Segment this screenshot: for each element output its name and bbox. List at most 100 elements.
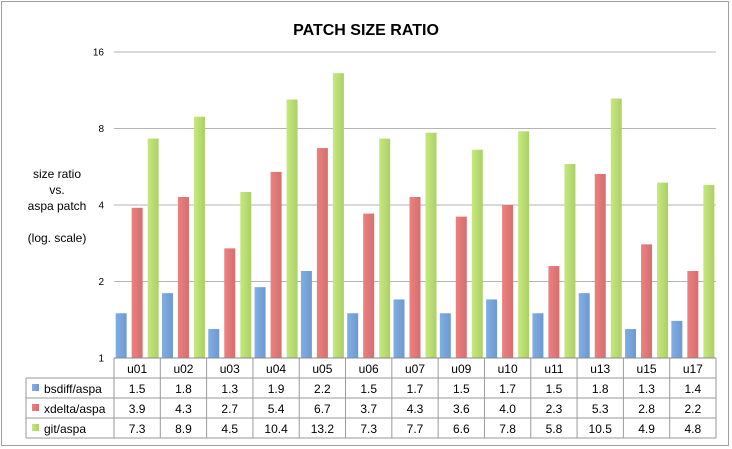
- x-tick-label: u13: [590, 362, 610, 376]
- data-label: 4.3: [175, 402, 192, 416]
- data-label: 2.7: [221, 402, 238, 416]
- data-label: 1.9: [268, 382, 285, 396]
- bar-xdelta-aspa-u10: [502, 205, 514, 358]
- data-label: 6.7: [314, 402, 331, 416]
- bar-xdelta-aspa-u17: [687, 270, 699, 358]
- data-label: 5.4: [268, 402, 285, 416]
- bar-git-aspa-u11: [564, 163, 576, 358]
- y-axis-label-line: size ratio: [33, 167, 81, 181]
- bar-bsdiff-aspa-u13: [578, 293, 590, 358]
- bar-bsdiff-aspa-u05: [300, 270, 312, 358]
- data-label: 2.8: [638, 402, 655, 416]
- legend-entry: xdelta/aspa: [44, 402, 106, 416]
- bar-bsdiff-aspa-u07: [393, 299, 405, 358]
- bar-git-aspa-u06: [379, 138, 391, 358]
- bar-xdelta-aspa-u11: [548, 266, 560, 358]
- chart-title: PATCH SIZE RATIO: [293, 22, 439, 39]
- bar-git-aspa-u09: [471, 149, 483, 358]
- y-axis-label-line: vs.: [49, 183, 64, 197]
- x-tick-label: u01: [127, 362, 147, 376]
- bar-git-aspa-u05: [332, 73, 344, 358]
- bar-xdelta-aspa-u15: [641, 244, 653, 358]
- bar-git-aspa-u02: [193, 116, 205, 359]
- data-label: 7.7: [407, 422, 424, 436]
- legend-entry: git/aspa: [44, 422, 86, 436]
- bar-bsdiff-aspa-u03: [208, 329, 220, 358]
- legend-swatch: [32, 424, 39, 431]
- y-axis-label: size ratio vs. aspa patch (log. scale): [28, 167, 87, 245]
- bar-xdelta-aspa-u01: [131, 207, 143, 358]
- bar-git-aspa-u03: [240, 192, 252, 358]
- bar-bsdiff-aspa-u01: [115, 313, 127, 358]
- data-table: u01 u02 u03 u04 u05 u06 u07 u09 u10 u11 u13 u15 u17 b…: [25, 357, 717, 439]
- bar-git-aspa-u07: [425, 132, 437, 358]
- bar-bsdiff-aspa-u06: [347, 313, 359, 358]
- bar-bsdiff-aspa-u04: [254, 287, 266, 358]
- bar-git-aspa-u10: [518, 131, 530, 358]
- data-label: 1.8: [175, 382, 192, 396]
- bar-git-aspa-u15: [657, 182, 669, 358]
- bar-git-aspa-u01: [147, 138, 159, 358]
- bar-git-aspa-u17: [703, 184, 715, 358]
- data-label: 4.0: [499, 402, 516, 416]
- bar-bsdiff-aspa-u15: [625, 329, 637, 358]
- y-tick-label: 1: [98, 354, 104, 365]
- legend-swatch: [32, 404, 39, 411]
- y-axis-ticks: 1 2 4 8 16: [93, 48, 105, 365]
- bars: [115, 73, 715, 359]
- data-label: 3.9: [129, 402, 146, 416]
- x-tick-label: u15: [637, 362, 657, 376]
- x-tick-label: u10: [498, 362, 518, 376]
- data-label: 7.8: [499, 422, 516, 436]
- data-label: 1.8: [592, 382, 609, 396]
- data-label: 7.3: [360, 422, 377, 436]
- bar-xdelta-aspa-u13: [594, 173, 606, 358]
- x-tick-label: u03: [220, 362, 240, 376]
- y-tick-label: 8: [98, 124, 104, 135]
- data-label: 1.5: [453, 382, 470, 396]
- data-label: 1.4: [685, 382, 702, 396]
- data-label: 1.7: [407, 382, 424, 396]
- data-label: 2.2: [314, 382, 331, 396]
- x-tick-label: u17: [683, 362, 703, 376]
- bar-xdelta-aspa-u02: [177, 197, 189, 358]
- y-axis-label-line: aspa patch: [28, 199, 87, 213]
- data-label: 1.5: [129, 382, 146, 396]
- data-label: 4.8: [685, 422, 702, 436]
- data-label: 6.6: [453, 422, 470, 436]
- x-tick-label: u04: [266, 362, 286, 376]
- y-tick-label: 4: [98, 201, 104, 212]
- data-label: 5.8: [546, 422, 563, 436]
- data-label: 4.5: [221, 422, 238, 436]
- bar-xdelta-aspa-u05: [316, 148, 328, 358]
- bar-xdelta-aspa-u06: [363, 213, 375, 358]
- x-tick-label: u02: [173, 362, 193, 376]
- x-tick-label: u07: [405, 362, 425, 376]
- data-label: 13.2: [311, 422, 335, 436]
- y-tick-label: 2: [98, 277, 104, 288]
- data-label: 10.5: [589, 422, 613, 436]
- bar-bsdiff-aspa-u11: [532, 313, 544, 358]
- bar-git-aspa-u04: [286, 99, 298, 359]
- data-label: 2.3: [546, 402, 563, 416]
- data-label: 1.5: [546, 382, 563, 396]
- data-label: 7.3: [129, 422, 146, 436]
- data-label: 1.3: [638, 382, 655, 396]
- y-axis-label-line: (log. scale): [28, 231, 87, 245]
- data-label: 10.4: [264, 422, 288, 436]
- data-label: 1.5: [360, 382, 377, 396]
- bar-bsdiff-aspa-u09: [439, 313, 451, 358]
- data-label: 1.7: [499, 382, 516, 396]
- bar-bsdiff-aspa-u10: [486, 299, 498, 358]
- data-label: 4.9: [638, 422, 655, 436]
- bar-bsdiff-aspa-u17: [671, 320, 683, 358]
- data-label: 2.2: [685, 402, 702, 416]
- bar-xdelta-aspa-u03: [224, 248, 236, 358]
- legend-swatch: [32, 384, 39, 391]
- bar-xdelta-aspa-u07: [409, 197, 421, 358]
- x-tick-label: u11: [544, 362, 563, 376]
- data-label: 1.3: [221, 382, 238, 396]
- x-tick-label: u06: [359, 362, 379, 376]
